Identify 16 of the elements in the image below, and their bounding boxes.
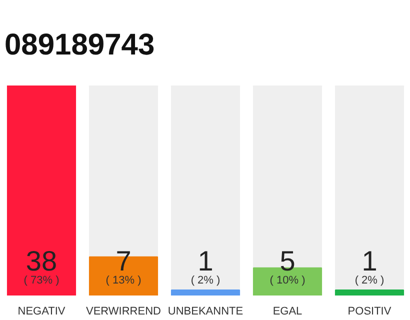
annotation: ( 73% )	[24, 274, 60, 286]
annotation: ( 2% )	[190, 274, 220, 286]
data-label: 38	[26, 245, 58, 276]
x-tick-label: UNBEKANNTE	[168, 306, 244, 318]
annotation: ( 2% )	[354, 274, 384, 286]
data-label: 1	[362, 245, 378, 276]
chart-title: 089189743	[4, 28, 155, 62]
bar	[334, 289, 404, 296]
x-tick-label: POSITIV	[348, 306, 392, 318]
annotation: ( 13% )	[106, 274, 142, 286]
x-tick-label: EGAL	[272, 306, 302, 318]
data-label: 1	[198, 245, 214, 276]
x-tick-label: NEGATIV	[18, 306, 66, 318]
annotation: ( 10% )	[270, 274, 306, 286]
bar	[170, 289, 240, 296]
x-tick-label: VERWIRREND	[86, 306, 162, 318]
